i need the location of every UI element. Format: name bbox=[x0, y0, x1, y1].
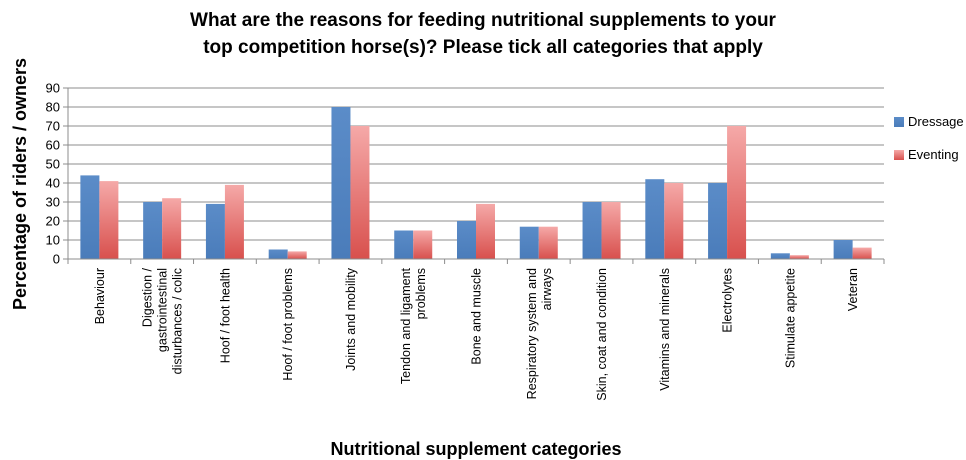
x-category-label-line: Electrolytes bbox=[721, 268, 735, 333]
x-category-label-line: Digestion / bbox=[141, 267, 155, 327]
y-tick-label: 10 bbox=[46, 233, 60, 248]
x-category-label-line: Hoof / foot problems bbox=[281, 268, 295, 381]
y-tick-label: 70 bbox=[46, 119, 60, 134]
legend-swatch-dressage bbox=[894, 117, 904, 127]
x-category-label: Behaviour bbox=[93, 268, 107, 324]
bar-dressage-4 bbox=[331, 107, 351, 259]
x-category-label-line: Bone and muscle bbox=[470, 268, 484, 365]
y-tick-label: 40 bbox=[46, 176, 60, 191]
x-category-label-line: airways bbox=[540, 268, 554, 310]
bar-dressage-2 bbox=[205, 203, 225, 259]
bar-dressage-3 bbox=[268, 249, 288, 259]
chart-title-line-2: top competition horse(s)? Please tick al… bbox=[203, 37, 763, 58]
bar-eventing-4 bbox=[350, 126, 370, 259]
x-category-label: Veteran bbox=[846, 268, 860, 311]
y-tick-label: 60 bbox=[46, 138, 60, 153]
x-category-label-line: Veteran bbox=[846, 268, 860, 311]
x-category-label: Tendon and ligamentproblems bbox=[399, 267, 428, 384]
x-category-label-line: Skin, coat and condition bbox=[595, 268, 609, 401]
bar-eventing-9 bbox=[664, 183, 684, 259]
x-category-label: Stimulate appetite bbox=[783, 268, 797, 368]
x-category-label: Skin, coat and condition bbox=[595, 268, 609, 401]
bar-eventing-3 bbox=[287, 251, 307, 259]
bar-dressage-1 bbox=[143, 202, 163, 259]
y-tick-label: 50 bbox=[46, 157, 60, 172]
x-category-label: Vitamins and minerals bbox=[658, 268, 672, 391]
x-category-label-line: Joints and mobility bbox=[344, 267, 358, 371]
x-category-label: Hoof / foot health bbox=[218, 268, 232, 363]
y-tick-label: 80 bbox=[46, 100, 60, 115]
y-tick-label: 0 bbox=[53, 252, 60, 267]
bar-eventing-6 bbox=[476, 203, 495, 259]
bar-dressage-6 bbox=[457, 221, 476, 259]
bar-eventing-12 bbox=[852, 247, 872, 259]
legend: Dressage Eventing bbox=[894, 114, 964, 162]
y-tick-label: 20 bbox=[46, 214, 60, 229]
x-axis-title: Nutritional supplement categories bbox=[330, 439, 621, 459]
bar-dressage-8 bbox=[582, 202, 602, 259]
x-category-label: Electrolytes bbox=[721, 268, 735, 333]
x-category-label: Respiratory system andairways bbox=[525, 268, 554, 399]
x-category-label-line: Stimulate appetite bbox=[783, 268, 797, 368]
legend-label-eventing: Eventing bbox=[908, 147, 959, 162]
legend-swatch-eventing bbox=[894, 150, 904, 160]
x-category-label: Joints and mobility bbox=[344, 267, 358, 371]
chart-title-line-1: What are the reasons for feeding nutriti… bbox=[190, 10, 777, 31]
bar-dressage-11 bbox=[770, 253, 790, 259]
bar-dressage-0 bbox=[80, 175, 100, 259]
x-category-label-line: problems bbox=[414, 268, 428, 319]
bar-dressage-10 bbox=[708, 183, 728, 259]
x-category-label-line: gastrointestinal bbox=[156, 268, 170, 352]
x-category-label-line: disturbances / colic bbox=[171, 268, 185, 374]
x-category-label: Digestion /gastrointestinaldisturbances … bbox=[141, 267, 185, 374]
y-tick-label: 30 bbox=[46, 195, 60, 210]
bar-dressage-9 bbox=[645, 179, 665, 259]
bar-eventing-0 bbox=[99, 181, 119, 259]
x-category-label-line: Behaviour bbox=[93, 268, 107, 324]
bar-eventing-11 bbox=[789, 255, 809, 259]
bar-dressage-12 bbox=[833, 240, 853, 259]
legend-label-dressage: Dressage bbox=[908, 114, 964, 129]
bar-eventing-10 bbox=[727, 126, 747, 259]
bar-dressage-5 bbox=[394, 230, 414, 259]
x-category-label-line: Vitamins and minerals bbox=[658, 268, 672, 391]
bar-eventing-5 bbox=[413, 230, 433, 259]
bar-eventing-8 bbox=[601, 202, 621, 259]
x-category-label-line: Respiratory system and bbox=[525, 268, 539, 399]
bar-dressage-7 bbox=[519, 226, 539, 259]
x-category-label-line: Hoof / foot health bbox=[218, 268, 232, 363]
x-category-label-line: Tendon and ligament bbox=[399, 267, 413, 384]
y-axis-title: Percentage of riders / owners bbox=[10, 58, 30, 310]
x-category-label: Hoof / foot problems bbox=[281, 268, 295, 381]
y-tick-label: 90 bbox=[46, 81, 60, 96]
bar-eventing-2 bbox=[224, 184, 244, 259]
bar-eventing-1 bbox=[162, 198, 182, 259]
x-category-label: Bone and muscle bbox=[470, 268, 484, 365]
bar-eventing-7 bbox=[538, 226, 558, 259]
